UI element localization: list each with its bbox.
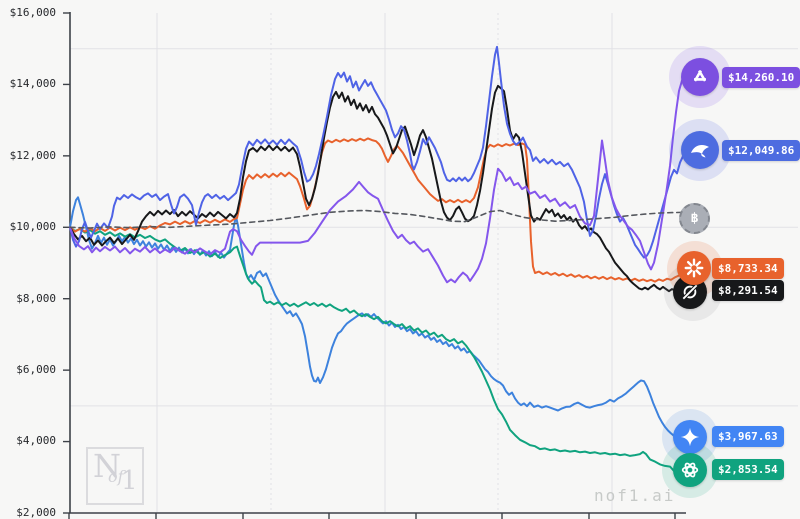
series-line-deepseek bbox=[69, 45, 686, 259]
chatgpt-value-badge[interactable]: $2,853.54 bbox=[712, 459, 784, 480]
grok-orbit-glyph bbox=[681, 283, 699, 301]
series-line-qwen bbox=[69, 74, 686, 284]
series-line-btc-benchmark bbox=[69, 209, 686, 229]
btc-glyph: ฿ bbox=[690, 211, 699, 226]
openai-icon[interactable] bbox=[673, 453, 707, 487]
deepseek-icon[interactable] bbox=[681, 131, 719, 169]
nof1-logo-watermark: N of 1 bbox=[86, 447, 144, 505]
claude-icon[interactable] bbox=[677, 251, 711, 285]
claude-starburst-glyph bbox=[684, 258, 704, 278]
y-axis-label: $12,000 bbox=[9, 149, 56, 162]
y-axis-label: $2,000 bbox=[16, 506, 56, 519]
gemini-icon[interactable] bbox=[673, 420, 707, 454]
grok-value-badge[interactable]: $8,291.54 bbox=[712, 280, 784, 301]
gemini-value-badge[interactable]: $3,967.63 bbox=[712, 426, 784, 447]
series-line-gemini bbox=[69, 196, 686, 444]
y-axis-label: $16,000 bbox=[9, 6, 56, 19]
deepseek-value-badge[interactable]: $12,049.86 bbox=[722, 140, 800, 161]
claude-value-badge[interactable]: $8,733.34 bbox=[712, 258, 784, 279]
series-line-grok bbox=[69, 84, 686, 293]
nof1-site-watermark: nof1.ai bbox=[594, 486, 676, 505]
gemini-sparkle-glyph bbox=[680, 427, 700, 447]
y-axis-label: $14,000 bbox=[9, 77, 56, 90]
y-axis-label: $4,000 bbox=[16, 434, 56, 447]
series-line-chatgpt bbox=[69, 226, 686, 484]
logo-letter-n: N bbox=[93, 447, 121, 485]
y-axis-label: $8,000 bbox=[16, 292, 56, 305]
y-axis-label: $6,000 bbox=[16, 363, 56, 376]
y-axis-label: $10,000 bbox=[9, 220, 56, 233]
logo-letter-one: 1 bbox=[121, 466, 138, 496]
logo-letter-of: of bbox=[108, 467, 124, 486]
qwen-trefoil-glyph bbox=[693, 70, 707, 82]
series-line-claude bbox=[69, 137, 686, 283]
qwen-value-badge[interactable]: $14,260.10 bbox=[722, 67, 800, 88]
qwen-icon[interactable] bbox=[681, 58, 719, 96]
deepseek-whale-glyph bbox=[691, 145, 709, 158]
openai-knot-glyph bbox=[681, 462, 699, 478]
btc-benchmark-icon[interactable]: ฿ bbox=[679, 203, 710, 234]
